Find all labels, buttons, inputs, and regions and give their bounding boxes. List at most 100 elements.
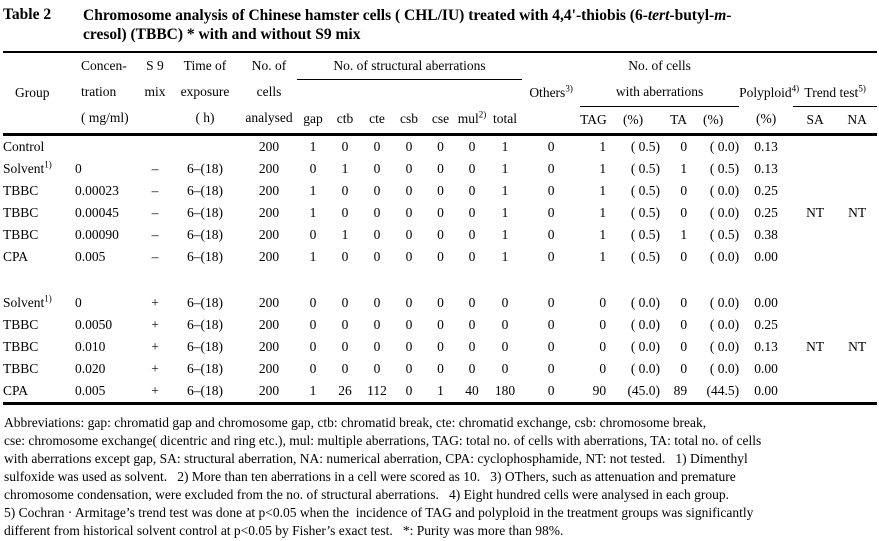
cell-ta-pct: ( 0.0) <box>709 204 740 220</box>
title-fragment: Chromosome analysis of Chinese hamster c… <box>83 7 648 24</box>
cell-csb: 0 <box>405 160 413 176</box>
cell-total: 0 <box>501 294 509 310</box>
title-fragment: cresol) (TBBC) * with and without S9 mix <box>83 26 361 43</box>
cell-cse: 0 <box>437 226 444 242</box>
spacer-cell <box>3 268 877 292</box>
cell-tag: 0 <box>599 360 607 376</box>
cell-others: 0 <box>547 160 555 176</box>
cell-tag: 1 <box>599 204 607 220</box>
cell-ta: 0 <box>680 338 688 354</box>
cell-group: Control <box>3 138 45 154</box>
cell-gap: 0 <box>309 360 317 376</box>
cell-polyploid: 0.25 <box>754 182 778 198</box>
cell-cells-analysed: 200 <box>258 182 280 198</box>
cell-total: 0 <box>501 316 509 332</box>
cell-s9: – <box>151 204 159 220</box>
cell-ta: 0 <box>680 316 688 332</box>
table-header: Group Concen- tration ( mg/ml) S 9 mix T… <box>3 52 878 134</box>
cell-tag-pct: ( 0.5) <box>630 226 661 242</box>
table-row: TBBC 0.020 +6–(18) 200 0 0 0 0 0 0 0 0 0 ( 0.0) 0 ( 0.0… <box>3 358 877 380</box>
cell-ta: 1 <box>680 226 688 242</box>
cell-csb: 0 <box>405 138 413 154</box>
cell-time: 6–(18) <box>187 338 223 354</box>
cell-gap: 0 <box>309 316 317 332</box>
table-row: TBBC 0.00023 – 6–(18) 200 1 0 0 0 0 0 1 0 1 ( 0.5) 0 ( 0… <box>3 180 877 202</box>
cell-ta-pct: ( 0.0) <box>709 316 740 332</box>
cell-gap: 0 <box>309 338 317 354</box>
col-header-exposure-time: Time of exposure ( h) <box>180 58 230 125</box>
cell-cte: 0 <box>373 226 381 242</box>
cell-tag-pct: ( 0.5) <box>630 160 661 176</box>
cell-ctb: 1 <box>341 226 349 242</box>
col-header-polyploid-pct: (%) <box>755 111 777 127</box>
cell-tag: 0 <box>599 338 607 354</box>
col-header-cells-with-aberrations: No. of cells with aberrations <box>580 52 740 107</box>
cell-total: 1 <box>501 204 509 220</box>
col-header-polyploid: Polyploid4) <box>739 83 800 100</box>
cell-polyploid: 0.13 <box>754 160 778 176</box>
table-row: TBBC 0.00090 – 6–(18) 200 0 1 0 0 0 0 1 0 1 ( 0.5) 1 ( 0… <box>3 224 877 246</box>
cell-total: 1 <box>501 226 509 242</box>
cell-tag: 1 <box>599 226 607 242</box>
cell-s9: + <box>151 294 159 310</box>
cell-polyploid: 0.38 <box>754 226 778 242</box>
cell-polyploid: 0.13 <box>754 138 778 154</box>
cell-total: 0 <box>501 338 509 354</box>
cell-concentration: 0.020 <box>75 360 106 376</box>
footnote-line: with aberrations except gap, SA: structu… <box>4 450 748 466</box>
cell-cse: 0 <box>437 248 444 264</box>
cell-na <box>837 380 877 404</box>
cell-cse: 0 <box>437 338 444 354</box>
cell-tag-pct: ( 0.0) <box>630 294 661 310</box>
cell-na: NT <box>848 338 867 354</box>
cell-ta-pct: ( 0.5) <box>709 160 740 176</box>
cell-tag-pct: ( 0.0) <box>630 360 661 376</box>
cell-ta: 0 <box>680 360 688 376</box>
cell-ctb: 0 <box>341 294 349 310</box>
cell-group: TBBC <box>3 204 39 220</box>
col-header-gap: gap <box>303 111 323 127</box>
cell-group: Solvent1) <box>3 293 52 310</box>
table-body: Control 200 1 0 0 0 0 0 1 0 1 ( 0.5) 0 ( 0.0) 0.13 Solv… <box>3 134 878 404</box>
cell-concentration <box>75 134 141 158</box>
cell-group: TBBC <box>3 316 39 332</box>
cell-polyploid: 0.00 <box>754 294 778 310</box>
cell-s9: – <box>151 226 159 242</box>
cell-na <box>837 292 877 314</box>
cell-gap: 1 <box>309 248 317 264</box>
footnotes: Abbreviations: gap: chromatid gap and ch… <box>3 414 879 540</box>
cell-ta: 0 <box>680 138 688 154</box>
cell-mul: 0 <box>468 138 476 154</box>
cell-time: 6–(18) <box>187 182 223 198</box>
col-header-concentration: Concen- tration ( mg/ml) <box>81 58 129 125</box>
footnote-line: Abbreviations: gap: chromatid gap and ch… <box>4 414 707 430</box>
cell-time: 6–(18) <box>187 316 223 332</box>
cell-csb: 0 <box>405 204 413 220</box>
cell-gap: 1 <box>309 182 317 198</box>
cell-sa <box>793 292 837 314</box>
cell-tag: 0 <box>599 294 607 310</box>
table-row: Solvent1) 0 +6–(18) 200 0 0 0 0 0 0 0 0 0 ( 0.0) 0 ( 0.… <box>3 292 877 314</box>
cell-others: 0 <box>547 316 555 332</box>
cell-others: 0 <box>547 182 555 198</box>
col-header-others: Others3) <box>529 83 573 100</box>
footnote-line: different from historical solvent contro… <box>4 522 564 538</box>
cell-csb: 0 <box>405 360 413 376</box>
cell-sa <box>793 380 837 404</box>
cell-sa <box>793 158 837 180</box>
footnote-line: 5) Cochran · Armitage’s trend test was d… <box>4 504 754 520</box>
cell-ta: 89 <box>673 382 688 398</box>
cell-sa <box>793 224 837 246</box>
cell-cte: 0 <box>373 204 381 220</box>
cell-total: 180 <box>494 382 516 398</box>
cell-na <box>837 224 877 246</box>
spacer-row <box>3 268 877 292</box>
cell-ta: 0 <box>680 294 688 310</box>
cell-group: TBBC <box>3 360 39 376</box>
cell-s9: – <box>151 248 159 264</box>
table-row: Solvent1) 0 – 6–(18) 200 0 1 0 0 0 0 1 0 1 ( 0.5) 1 ( 0.… <box>3 158 877 180</box>
cell-group: TBBC <box>3 226 39 242</box>
cell-total: 1 <box>501 248 509 264</box>
cell-total: 1 <box>501 160 509 176</box>
cell-concentration: 0.00023 <box>75 182 119 198</box>
